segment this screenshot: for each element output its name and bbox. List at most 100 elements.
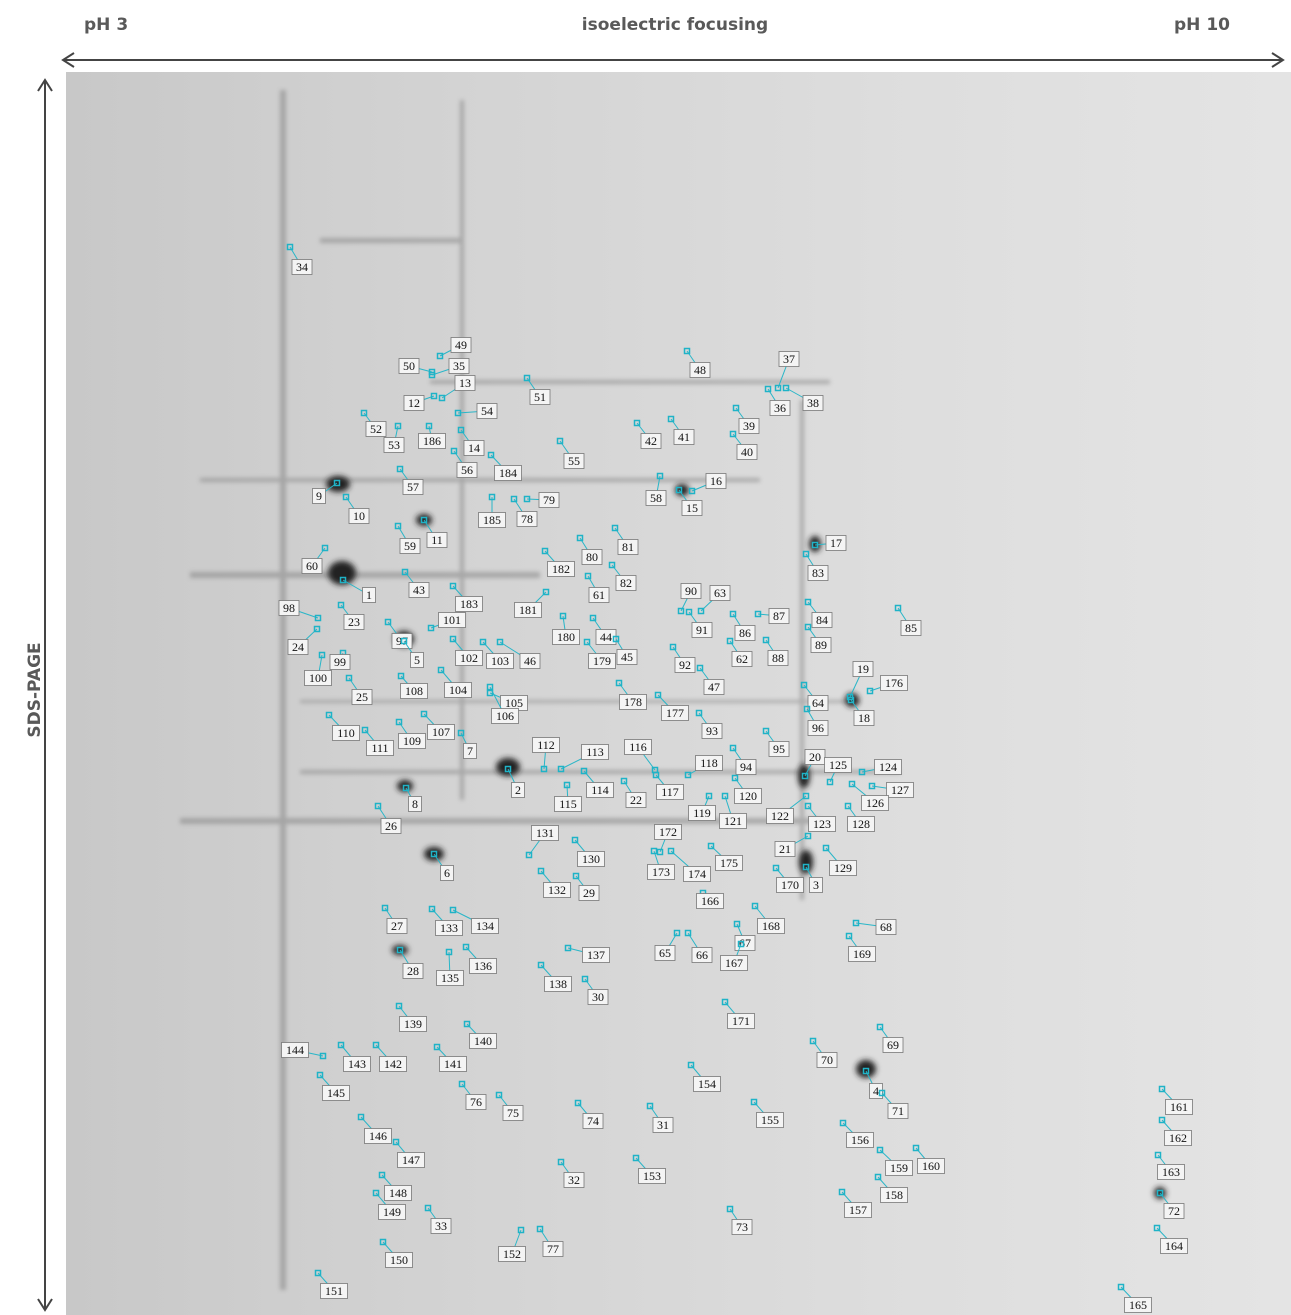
spot-label: 185 — [483, 513, 501, 527]
spot-label: 83 — [812, 566, 824, 580]
spot-label: 119 — [693, 806, 711, 820]
spot-label: 108 — [405, 684, 423, 698]
spot-label: 127 — [891, 783, 909, 797]
spot-label: 126 — [866, 796, 884, 810]
spot-label: 77 — [547, 1242, 559, 1256]
spot-label: 75 — [507, 1106, 519, 1120]
spot-label: 71 — [892, 1104, 904, 1118]
spot-label: 48 — [694, 363, 706, 377]
spot-label: 124 — [879, 760, 897, 774]
spot-label: 149 — [383, 1205, 401, 1219]
spot-label: 109 — [403, 734, 421, 748]
spot-label: 140 — [474, 1034, 492, 1048]
spot-label: 132 — [548, 883, 566, 897]
spot-label: 26 — [385, 819, 397, 833]
spot-label: 43 — [413, 583, 425, 597]
spot-label: 118 — [700, 756, 718, 770]
spot-label: 24 — [292, 640, 304, 654]
spot-label: 52 — [370, 422, 382, 436]
spot-label: 116 — [629, 740, 647, 754]
spot-label: 166 — [701, 894, 719, 908]
spot-label: 18 — [858, 711, 870, 725]
spot-label: 164 — [1165, 1239, 1183, 1253]
spot-label: 63 — [714, 586, 726, 600]
spot-label: 133 — [440, 921, 458, 935]
spot-label: 6 — [444, 866, 450, 880]
spot-label: 78 — [521, 512, 533, 526]
spot-label: 134 — [476, 919, 494, 933]
spot-label: 161 — [1170, 1100, 1188, 1114]
spot-label: 13 — [459, 376, 471, 390]
spot-label: 100 — [309, 671, 327, 685]
spot-label: 39 — [743, 419, 755, 433]
spot-label: 151 — [325, 1284, 343, 1298]
spot-label: 88 — [772, 651, 784, 665]
spot-label: 51 — [534, 390, 546, 404]
spot-label: 7 — [467, 744, 473, 758]
spot-label: 131 — [536, 826, 554, 840]
spot-label: 11 — [431, 533, 443, 547]
spot-label: 148 — [389, 1186, 407, 1200]
spot-label: 96 — [812, 721, 824, 735]
spot-label: 137 — [587, 948, 605, 962]
spot-label: 86 — [739, 626, 751, 640]
spot-label: 54 — [481, 404, 493, 418]
spot-label: 106 — [496, 709, 514, 723]
spot-label: 128 — [852, 817, 870, 831]
spot-label: 153 — [643, 1169, 661, 1183]
spot-label: 32 — [568, 1173, 580, 1187]
spot-label: 38 — [807, 396, 819, 410]
spot-label: 120 — [739, 789, 757, 803]
spot-label: 136 — [474, 959, 492, 973]
spot-label: 112 — [537, 738, 555, 752]
spot-label: 53 — [388, 438, 400, 452]
spot-label: 12 — [408, 396, 420, 410]
spot-label: 84 — [816, 613, 828, 627]
spot-label: 107 — [432, 725, 450, 739]
y-axis-title: SDS-PAGE — [25, 642, 45, 737]
spot-label: 158 — [885, 1188, 903, 1202]
spot-label: 143 — [348, 1057, 366, 1071]
spot-label: 104 — [449, 683, 467, 697]
spot-label: 50 — [403, 359, 415, 373]
spot-label: 1 — [366, 588, 372, 602]
spot-label: 14 — [468, 441, 480, 455]
spot-label: 64 — [812, 696, 824, 710]
spot-label: 57 — [407, 480, 419, 494]
spot-label: 115 — [559, 797, 577, 811]
spot-label: 5 — [414, 653, 420, 667]
spot-label: 87 — [773, 609, 785, 623]
spot-label: 30 — [592, 990, 604, 1004]
spot-label: 25 — [356, 690, 368, 704]
spot-label: 62 — [736, 652, 748, 666]
spot-label: 163 — [1162, 1165, 1180, 1179]
spot-label: 60 — [306, 559, 318, 573]
spot-label: 101 — [443, 613, 461, 627]
spot-label: 10 — [353, 509, 365, 523]
spot-label: 20 — [809, 750, 821, 764]
spot-label: 102 — [460, 651, 478, 665]
spot-label: 144 — [286, 1043, 304, 1057]
spot-label: 129 — [834, 861, 852, 875]
spot-label: 105 — [505, 696, 523, 710]
gel — [66, 72, 1291, 1315]
spot-label: 74 — [587, 1114, 599, 1128]
spot-label: 29 — [583, 886, 595, 900]
spot-label: 49 — [455, 338, 467, 352]
spot-label: 69 — [887, 1038, 899, 1052]
spot-label: 3 — [813, 878, 819, 892]
spot-label: 9 — [316, 489, 322, 503]
spot-label: 110 — [337, 726, 355, 740]
spot-label: 31 — [657, 1118, 669, 1132]
spot-label: 180 — [557, 630, 575, 644]
spot-label: 70 — [821, 1053, 833, 1067]
spot-label: 179 — [593, 654, 611, 668]
spot-label: 138 — [549, 977, 567, 991]
spot-label: 22 — [630, 793, 642, 807]
spot-label: 67 — [739, 936, 751, 950]
spot-label: 45 — [621, 650, 633, 664]
spot-label: 35 — [453, 359, 465, 373]
spot-label: 33 — [435, 1219, 447, 1233]
spot-label: 171 — [732, 1014, 750, 1028]
spot-label: 111 — [371, 741, 388, 755]
